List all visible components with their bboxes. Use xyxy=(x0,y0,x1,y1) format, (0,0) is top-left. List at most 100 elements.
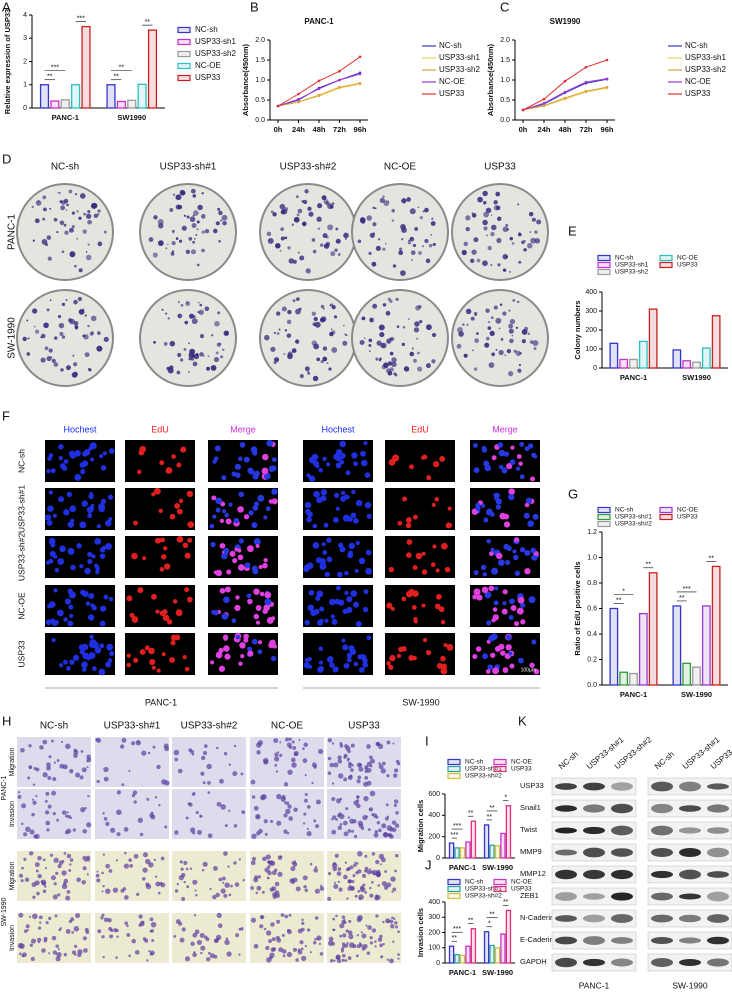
stained-cell xyxy=(224,824,228,828)
colony xyxy=(368,338,373,343)
cell-nucleus xyxy=(144,645,150,651)
colony xyxy=(177,313,183,319)
colony xyxy=(325,241,331,246)
cell-nucleus xyxy=(312,542,320,549)
cell-nucleus xyxy=(247,598,253,605)
stained-cell xyxy=(375,859,380,865)
colony xyxy=(73,362,78,367)
stained-cell xyxy=(363,781,369,787)
colony xyxy=(327,203,334,210)
cell-nucleus xyxy=(187,537,193,543)
stain-label: Merge xyxy=(492,424,518,434)
stained-cell xyxy=(222,881,225,884)
stained-cell xyxy=(373,832,379,838)
stained-cell xyxy=(156,764,161,770)
colony xyxy=(85,254,92,261)
colony xyxy=(186,301,189,304)
colony xyxy=(495,317,502,324)
stained-cell xyxy=(75,772,81,778)
bar xyxy=(701,605,711,686)
column-label: NC-sh xyxy=(40,721,68,732)
colony xyxy=(198,309,204,315)
colony xyxy=(84,352,90,358)
colony xyxy=(49,207,52,210)
cell-nucleus xyxy=(481,586,489,594)
y-tick-label: 0.8 xyxy=(587,580,597,587)
colony xyxy=(40,357,46,363)
stained-cell xyxy=(318,942,322,945)
bar xyxy=(483,824,490,859)
stained-cell xyxy=(192,952,197,958)
stained-cell xyxy=(32,895,36,899)
band xyxy=(651,803,673,814)
cell-nucleus xyxy=(255,604,262,611)
stained-cell xyxy=(319,952,324,956)
stained-cell xyxy=(103,817,108,821)
cell-nucleus xyxy=(238,456,243,461)
stained-cell xyxy=(285,808,291,815)
blot-strip xyxy=(551,887,637,906)
stained-cell xyxy=(228,763,231,766)
stained-cell xyxy=(183,880,186,884)
cell-nucleus xyxy=(444,566,451,573)
cell-nucleus xyxy=(440,655,446,662)
cell-nucleus xyxy=(66,665,71,671)
colony xyxy=(304,366,310,372)
cell-nucleus xyxy=(108,448,115,454)
cell-nucleus xyxy=(264,598,272,606)
stained-cell xyxy=(256,885,262,891)
colony xyxy=(191,318,198,325)
colony xyxy=(387,297,391,301)
bar xyxy=(50,100,60,109)
colony xyxy=(72,371,78,377)
stained-cell xyxy=(47,776,52,780)
stained-cell xyxy=(107,917,112,923)
stained-cell xyxy=(343,753,348,758)
colony xyxy=(287,246,291,250)
cell-nucleus xyxy=(82,590,89,598)
colony xyxy=(474,338,479,343)
cell-nucleus xyxy=(262,562,268,569)
stained-cell xyxy=(397,957,400,960)
stained-cell xyxy=(23,857,27,861)
colony xyxy=(213,228,218,234)
cell-nucleus xyxy=(126,662,131,668)
stained-cell xyxy=(115,956,118,959)
colony xyxy=(177,204,183,210)
stained-cell xyxy=(102,853,106,856)
band xyxy=(651,892,673,901)
legend-label: USP33 xyxy=(511,886,532,893)
point xyxy=(297,92,300,96)
cell-nucleus xyxy=(215,651,223,659)
stained-cell xyxy=(146,797,150,801)
colony xyxy=(329,304,332,307)
stained-cell xyxy=(226,951,232,957)
stained-cell xyxy=(394,869,397,873)
colony xyxy=(69,318,75,325)
stained-cell xyxy=(374,945,377,948)
point xyxy=(338,69,341,73)
stained-cell xyxy=(313,764,317,769)
row-label: Invasion xyxy=(9,925,16,951)
colony xyxy=(58,322,65,329)
colony xyxy=(418,305,422,309)
cell-nucleus xyxy=(219,587,226,594)
colony xyxy=(497,263,501,267)
cell-nucleus xyxy=(346,652,353,659)
stained-cell xyxy=(250,917,257,923)
stained-cell xyxy=(21,803,27,809)
stained-cell xyxy=(283,782,289,787)
colony xyxy=(331,347,338,353)
stained-cell xyxy=(315,799,321,805)
stained-cell xyxy=(315,824,320,829)
cell-nucleus xyxy=(348,542,356,550)
cell-nucleus xyxy=(422,454,428,460)
stained-cell xyxy=(82,936,88,941)
colony xyxy=(220,355,224,359)
cell-nucleus xyxy=(79,521,87,529)
cell-nucleus xyxy=(438,606,445,613)
colony xyxy=(292,299,296,303)
cell-nucleus xyxy=(364,472,371,478)
cell-nucleus xyxy=(129,612,135,618)
colony xyxy=(275,311,281,316)
